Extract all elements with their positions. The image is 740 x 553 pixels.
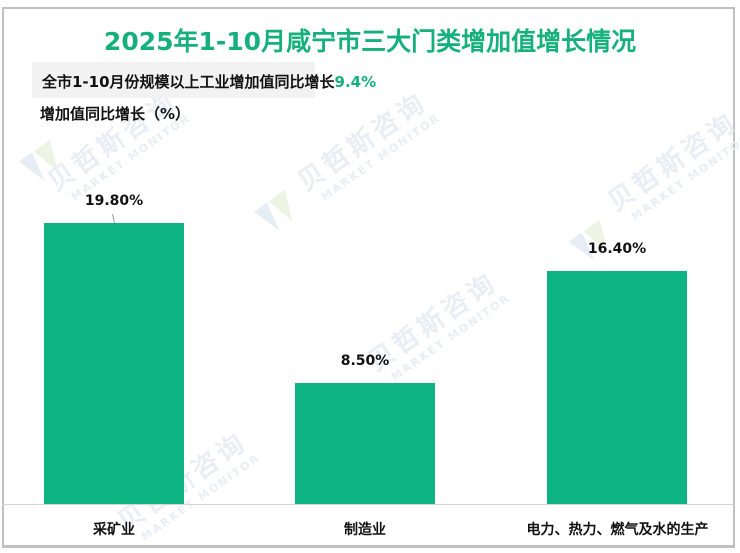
y-axis-label: 增加值同比增长（%） <box>40 105 191 123</box>
bar-manufacturing <box>295 383 435 504</box>
value-label-utilities: 16.40% <box>587 241 647 257</box>
bar-mining <box>44 223 184 504</box>
category-label-utilities: 电力、热力、燃气及水的生产 <box>526 522 709 538</box>
x-axis-line <box>2 504 735 505</box>
value-label-manufacturing: 8.50% <box>340 353 390 369</box>
summary-note: 全市1-10月份规模以上工业增加值同比增长9.4% <box>32 62 376 98</box>
summary-note-prefix: 全市1-10月份规模以上工业增加值同比增长 <box>42 73 335 91</box>
bar-utilities <box>547 271 687 504</box>
summary-note-highlight: 9.4% <box>334 73 377 91</box>
value-label-mining: 19.80% <box>84 193 144 209</box>
summary-note-text: 全市1-10月份规模以上工业增加值同比增长9.4% <box>42 71 376 92</box>
chart-title: 2025年1-10月咸宁市三大门类增加值增长情况 <box>103 27 637 56</box>
chart-frame <box>2 7 735 548</box>
category-label-manufacturing: 制造业 <box>344 522 386 538</box>
category-label-mining: 采矿业 <box>93 522 135 538</box>
